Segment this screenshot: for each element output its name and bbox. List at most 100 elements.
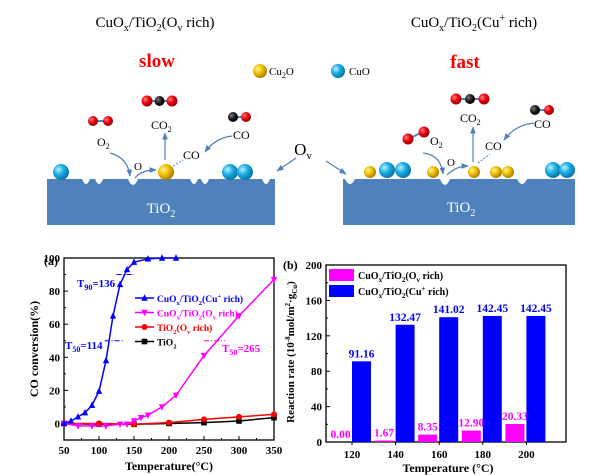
- data-point: [81, 409, 89, 416]
- cuo-legend-icon: [331, 64, 345, 78]
- arrow: [134, 167, 157, 179]
- x-tick-label-a: 50: [59, 445, 71, 457]
- legend-a: CuOx/TiO2(Cu+ rich)CuOx/TiO2(Ov rich)TiO…: [135, 293, 243, 351]
- bar-value-label: 91.16: [349, 348, 375, 360]
- tio2-slab-left: [47, 179, 275, 225]
- data-point: [158, 404, 166, 411]
- y-tick-label-b: 0: [317, 437, 323, 449]
- bar: [482, 315, 502, 442]
- y-tick-label-b: 40: [311, 402, 323, 414]
- arrow: [325, 160, 347, 175]
- tio2-label-left: TiO2: [147, 201, 176, 220]
- data-point: [123, 265, 131, 273]
- legend-text-part: /TiO: [381, 271, 402, 282]
- legend-text-part: x: [177, 315, 181, 322]
- legend-text-part: CuO: [157, 295, 177, 305]
- co-adsorbed-label: CO: [485, 139, 502, 153]
- legend-marker: [141, 338, 148, 345]
- cuo-particle: [395, 162, 411, 178]
- legend-label: CuOx/TiO2(Cu+ rich): [358, 285, 449, 300]
- annotation-label: T50=265: [222, 343, 261, 357]
- bar: [439, 317, 459, 442]
- y-tick-label-b: 160: [306, 295, 323, 307]
- legend-text-part: (O: [202, 309, 213, 320]
- legend-text-part: 2: [173, 329, 177, 336]
- species-legend: Cu2O CuO: [253, 64, 370, 80]
- legend-text-part: /TiO: [179, 310, 199, 320]
- x-tick-label-a: 250: [196, 445, 213, 457]
- cuo-legend-label: CuO: [349, 66, 370, 78]
- data-point: [130, 258, 138, 265]
- cu2o-legend-icon: [253, 64, 267, 78]
- legend-text-part: (Cu: [202, 294, 218, 305]
- legend-text-part: 2: [402, 276, 406, 284]
- arrow: [503, 122, 535, 141]
- legend-text-part: (O: [405, 271, 416, 282]
- x-axis-title-a: Temperature(°C): [125, 459, 213, 473]
- data-point: [172, 392, 180, 400]
- legend-text-part: CuO: [358, 287, 379, 298]
- data-point: [102, 356, 110, 364]
- data-point: [130, 418, 138, 425]
- y-tick-label-a: 100: [44, 253, 61, 265]
- data-point: [172, 254, 180, 261]
- data-point: [144, 412, 152, 419]
- cu2o-particle: [502, 166, 514, 178]
- legend-text-part: CuO: [358, 271, 379, 282]
- cu2o-particle: [364, 166, 376, 178]
- o2-label: O2: [430, 134, 443, 150]
- x-tick-label-a: 300: [231, 445, 248, 457]
- legend-text-part: rich): [216, 309, 238, 320]
- fast-label: fast: [450, 52, 480, 73]
- cu2o-legend-label: Cu2O: [269, 66, 294, 80]
- arrow: [276, 157, 297, 172]
- x-tick-label-a: 200: [161, 445, 178, 457]
- data-point: [88, 401, 96, 408]
- right-title: CuOx/TiO2(Cu+ rich): [411, 13, 537, 34]
- legend-label: CuOx/TiO2(Ov rich): [157, 309, 238, 322]
- bar: [374, 440, 394, 442]
- data-point: [67, 417, 75, 424]
- slow-label: slow: [139, 51, 175, 72]
- co2-label: CO2: [460, 111, 481, 127]
- legend-swatch: [329, 285, 354, 297]
- data-point: [116, 280, 124, 288]
- data-point: [144, 255, 152, 262]
- schematic: CuOx/TiO2(Ov rich) CuOx/TiO2(Cu+ rich) s…: [47, 13, 575, 225]
- co-label: CO: [534, 117, 551, 131]
- data-point: [109, 312, 117, 319]
- cuo-particle: [53, 164, 69, 180]
- legend-text-part: x: [379, 292, 383, 300]
- legend-label: CuOx/TiO2(Ov rich): [358, 271, 443, 284]
- legend-text-part: (Cu: [405, 287, 422, 298]
- legend-text-part: +: [422, 285, 426, 293]
- legend-text-part: 2: [199, 300, 203, 307]
- series-2: [61, 411, 277, 428]
- bar-value-label: 142.45: [476, 303, 508, 315]
- data-point: [270, 276, 278, 284]
- o-label: O: [447, 157, 455, 169]
- dotted-bond: [172, 159, 184, 167]
- arrow: [109, 152, 133, 177]
- panel-label-b: (b): [283, 258, 298, 272]
- cuo-particle: [559, 162, 575, 178]
- annotation-label: T50=114: [65, 340, 103, 354]
- legend-text-part: v: [417, 276, 421, 284]
- cu2o-particle: [158, 164, 174, 180]
- legend-label: CuOx/TiO2(Cu+ rich): [157, 293, 243, 307]
- annotation-part: T: [65, 340, 73, 352]
- data-point: [88, 423, 96, 430]
- y-tick-label-a: 20: [49, 385, 61, 397]
- bar: [461, 430, 481, 442]
- co2-molecule-icon: [141, 95, 178, 107]
- x-tick-label-a: 100: [91, 445, 108, 457]
- data-point: [201, 416, 207, 423]
- data-point: [201, 419, 207, 426]
- data-point: [271, 411, 277, 418]
- o2-molecule-icon: [88, 116, 113, 126]
- annotation-label: T90=136: [77, 278, 116, 292]
- left-title: CuOx/TiO2(Ov rich): [95, 15, 214, 34]
- y-tick-label-a: 80: [49, 286, 61, 298]
- o-label: O: [134, 161, 142, 173]
- data-point: [235, 313, 243, 320]
